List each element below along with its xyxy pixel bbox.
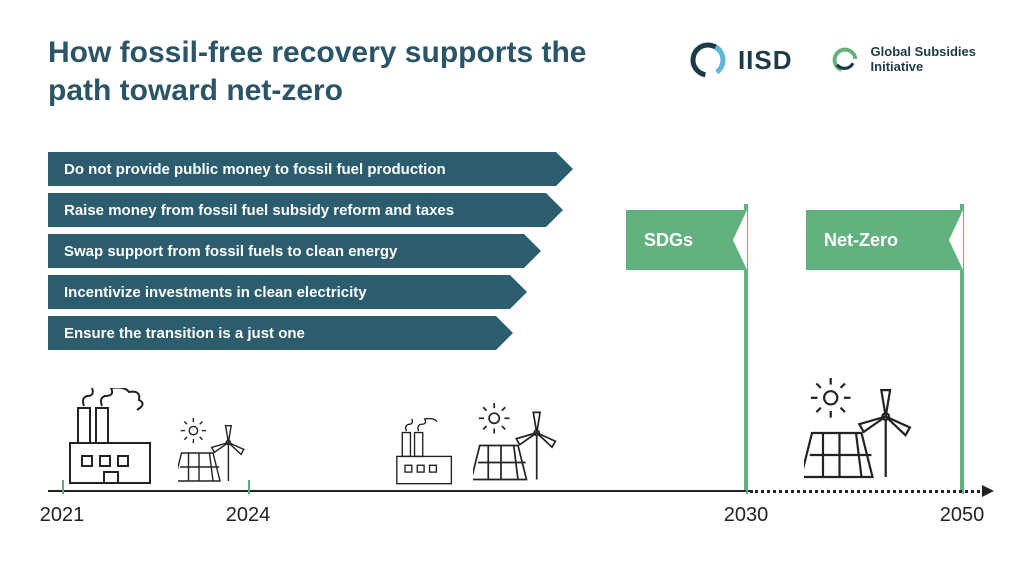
bar-item: Ensure the transition is a just one <box>48 316 496 350</box>
tick-2050 <box>962 480 964 494</box>
tick-2024 <box>248 480 250 494</box>
netzero-flag: Net-Zero <box>806 210 962 270</box>
year-label: 2050 <box>940 504 985 527</box>
solar-wind-icon <box>178 418 248 488</box>
bar-item: Incentivize investments in clean electri… <box>48 275 510 309</box>
tick-2030 <box>746 480 748 494</box>
sdgs-flag: SDGs <box>626 210 746 270</box>
gsi-logo: Global Subsidies Initiative <box>829 44 976 76</box>
iisd-logo-text: IISD <box>738 45 793 76</box>
timeline-dotted <box>750 490 980 493</box>
iisd-ring-icon <box>688 40 728 80</box>
factory-icon <box>60 388 170 488</box>
gsi-text-line2: Initiative <box>871 60 976 75</box>
tick-2021 <box>62 480 64 494</box>
bar-item: Raise money from fossil fuel subsidy ref… <box>48 193 546 227</box>
timeline-solid <box>48 490 750 492</box>
solar-wind-icon <box>804 378 919 488</box>
page-title: How fossil-free recovery supports the pa… <box>48 34 608 109</box>
factory-icon <box>390 418 465 488</box>
year-label: 2024 <box>226 504 271 527</box>
gsi-logo-text: Global Subsidies Initiative <box>871 45 976 75</box>
icon-group-2021 <box>60 388 248 488</box>
logo-row: IISD Global Subsidies Initiative <box>688 40 976 80</box>
timeline: 2021 2024 2030 2050 <box>48 490 994 492</box>
gsi-text-line1: Global Subsidies <box>871 45 976 60</box>
bar-item: Swap support from fossil fuels to clean … <box>48 234 524 268</box>
icon-group-2050 <box>804 378 919 488</box>
action-bars: Do not provide public money to fossil fu… <box>48 152 556 350</box>
icon-group-2024 <box>390 403 563 488</box>
solar-wind-icon <box>473 403 563 488</box>
year-label: 2030 <box>724 504 769 527</box>
year-label: 2021 <box>40 504 85 527</box>
bar-item: Do not provide public money to fossil fu… <box>48 152 556 186</box>
timeline-arrow-icon <box>982 485 994 497</box>
gsi-ring-icon <box>829 44 861 76</box>
iisd-logo: IISD <box>688 40 793 80</box>
